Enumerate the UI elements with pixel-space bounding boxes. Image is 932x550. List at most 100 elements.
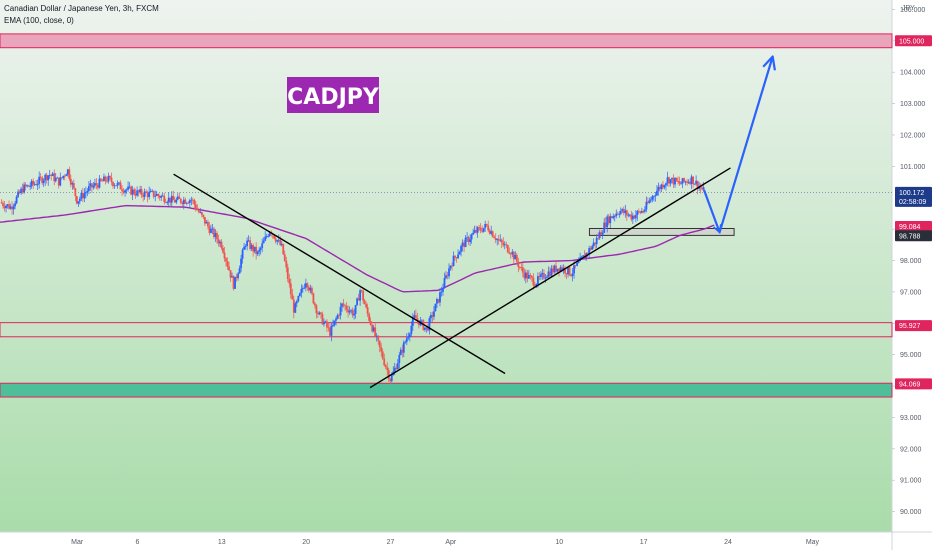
y-axis-tick-label: 103.000 <box>900 101 925 108</box>
candle-body <box>273 234 276 239</box>
candle-body <box>187 202 190 204</box>
candle-body <box>220 241 223 249</box>
candle-body <box>68 169 71 179</box>
candle-body <box>449 265 452 269</box>
candle-body <box>372 327 375 332</box>
candle-body <box>169 197 172 203</box>
candle-body <box>484 224 487 228</box>
candle-body <box>532 277 535 286</box>
candle-body <box>274 238 277 242</box>
candle-body <box>207 221 209 227</box>
candle-body <box>559 267 562 272</box>
candle-body <box>396 363 399 370</box>
candle-body <box>369 320 372 325</box>
candle-body <box>97 185 99 188</box>
candle-body <box>533 285 536 287</box>
candle-body <box>219 241 221 244</box>
candle-body <box>469 239 472 242</box>
candle-body <box>62 175 65 179</box>
candle-body <box>106 180 108 182</box>
candle-body <box>436 299 438 304</box>
candle-body <box>60 177 63 179</box>
candle-body <box>425 327 428 329</box>
candle-body <box>279 239 282 246</box>
candle-body <box>681 178 684 184</box>
candle-body <box>142 194 145 197</box>
candle-body <box>417 320 420 326</box>
candle-body <box>695 180 698 184</box>
candle-body <box>669 179 672 184</box>
candle-body <box>8 204 10 209</box>
candle-body <box>15 196 18 204</box>
symbol-banner-background <box>287 77 379 113</box>
candle-body <box>292 299 295 313</box>
candle-body <box>643 209 646 212</box>
candle-body <box>240 258 242 269</box>
candle-body <box>549 271 551 276</box>
candle-body <box>496 239 499 241</box>
candle-body <box>12 206 15 210</box>
tag-105: 105.000 <box>895 35 932 47</box>
candle-body <box>622 209 625 214</box>
symbol-banner: CADJPY <box>287 77 380 113</box>
candle-body <box>476 227 479 233</box>
support-zone <box>0 322 893 338</box>
y-axis-tick-label: 106.000 <box>900 7 925 14</box>
candle-body <box>5 205 7 209</box>
candle-body <box>491 231 494 237</box>
candle-body <box>29 186 32 188</box>
candle-body <box>521 267 524 273</box>
candle-body <box>265 236 268 238</box>
tag-current: 100.172 02:58:09 <box>895 186 932 207</box>
candle-body <box>561 267 563 271</box>
candle-body <box>118 182 120 184</box>
candle-body <box>404 341 407 343</box>
candle-body <box>402 342 405 353</box>
candle-body <box>53 173 56 182</box>
candle-body <box>338 315 340 316</box>
candle-body <box>393 367 396 372</box>
y-axis-tick-label: 90.000 <box>900 509 922 516</box>
candle-body <box>280 243 283 246</box>
candle-body <box>86 190 89 193</box>
candle-body <box>321 313 324 325</box>
candle-body <box>323 322 325 325</box>
candle-body <box>211 228 214 230</box>
candle-body <box>606 216 609 228</box>
candle-body <box>398 354 401 364</box>
candle-body <box>307 287 310 291</box>
candle-body <box>452 255 455 267</box>
candle-body <box>363 300 366 305</box>
candle-body <box>607 216 610 224</box>
price-tag-background <box>895 378 932 390</box>
candle-body <box>268 232 271 236</box>
candle-body <box>467 237 470 242</box>
candle-body <box>526 272 529 279</box>
price-tag-background <box>895 35 932 47</box>
candle-body <box>366 307 369 314</box>
candle-body <box>27 185 30 187</box>
x-axis-tick-label: 6 <box>135 539 139 546</box>
candle-body <box>445 275 447 279</box>
candle-body <box>301 288 304 290</box>
candle-body <box>332 324 334 327</box>
candle-body <box>458 251 461 255</box>
candle-body <box>228 266 230 271</box>
candle-body <box>407 336 410 339</box>
candle-body <box>588 248 591 254</box>
candle-body <box>571 273 574 276</box>
x-axis-tick-label: 24 <box>724 539 732 546</box>
candle-body <box>470 234 473 240</box>
candle-body <box>261 243 264 249</box>
candle-body <box>439 292 441 303</box>
candle-body <box>687 181 690 183</box>
candle-body <box>442 288 444 292</box>
candle-body <box>589 248 592 250</box>
candle-body <box>619 210 622 214</box>
candle-body <box>399 349 402 355</box>
candle-body <box>154 195 157 197</box>
candle-body <box>235 276 238 279</box>
candle-body <box>127 186 129 190</box>
candle-body <box>222 248 224 253</box>
